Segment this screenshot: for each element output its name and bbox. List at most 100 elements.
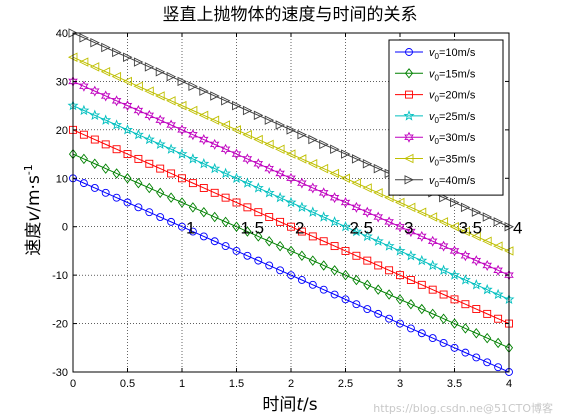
data-point-marker xyxy=(254,256,263,265)
data-point-marker xyxy=(493,241,503,251)
data-point-marker xyxy=(177,124,187,136)
y-axis-title-unit: /m·s xyxy=(24,175,44,212)
data-point-marker xyxy=(264,139,274,150)
data-point-marker xyxy=(373,188,383,198)
data-point-marker xyxy=(165,143,177,154)
data-point-marker xyxy=(460,202,471,213)
axis-ticks xyxy=(72,32,510,373)
data-point-marker xyxy=(297,227,306,236)
data-point-marker xyxy=(144,109,155,121)
data-point-marker xyxy=(177,197,187,208)
data-point-marker xyxy=(438,264,450,275)
data-point-marker xyxy=(275,167,285,179)
data-point-marker xyxy=(221,96,231,106)
data-point-marker xyxy=(90,184,99,192)
y-axis-title-prefix: 速度 xyxy=(24,222,44,256)
data-point-marker xyxy=(101,42,111,53)
data-point-marker xyxy=(450,197,460,208)
y-tick-label: 40 xyxy=(56,28,68,40)
data-point-marker xyxy=(318,163,329,174)
data-point-marker xyxy=(297,177,307,189)
data-point-marker xyxy=(461,300,470,309)
legend-entry: v0=10m/s xyxy=(395,47,476,61)
data-point-marker xyxy=(330,242,339,251)
data-point-marker xyxy=(308,280,317,289)
data-point-marker xyxy=(265,236,274,247)
data-point-marker xyxy=(472,353,481,362)
data-point-marker xyxy=(352,251,361,260)
legend-label: v0=30m/s xyxy=(429,132,476,146)
data-point-marker xyxy=(265,213,274,221)
data-point-marker xyxy=(198,157,210,169)
legend-marker xyxy=(405,90,413,99)
data-point-marker xyxy=(264,115,275,125)
data-point-marker xyxy=(482,259,492,271)
x-axis-title-unit: /s xyxy=(303,395,318,415)
data-point-marker xyxy=(308,232,317,241)
y-tick-label: -20 xyxy=(52,319,68,331)
legend-label-value: =30m/s xyxy=(439,132,476,144)
data-point-marker xyxy=(383,240,395,251)
data-point-marker xyxy=(374,309,383,318)
data-point-marker xyxy=(363,256,372,265)
legend-entry: v0=30m/s xyxy=(395,131,476,146)
data-point-marker xyxy=(154,138,166,150)
data-point-marker xyxy=(481,283,493,295)
data-point-marker xyxy=(89,62,100,72)
data-point-marker xyxy=(417,329,426,338)
data-point-marker xyxy=(352,274,361,286)
data-point-marker xyxy=(494,363,503,372)
data-point-marker xyxy=(209,115,220,125)
data-point-marker xyxy=(133,81,143,91)
data-point-marker xyxy=(297,276,306,284)
data-point-marker xyxy=(123,173,132,184)
data-point-marker xyxy=(276,217,285,226)
data-point-marker xyxy=(145,159,154,168)
data-point-marker xyxy=(111,119,123,130)
data-point-marker xyxy=(417,280,426,289)
data-point-marker xyxy=(177,76,188,87)
data-point-marker xyxy=(122,76,132,87)
x-tick-label: 2 xyxy=(288,378,294,390)
data-point-marker xyxy=(252,182,264,193)
data-point-marker xyxy=(459,274,471,285)
legend-label-subscript: 0 xyxy=(435,159,440,168)
data-point-marker xyxy=(406,324,415,333)
data-point-marker xyxy=(143,133,155,145)
data-point-marker xyxy=(166,119,176,131)
x-tick-label: 1 xyxy=(179,378,185,390)
data-point-marker xyxy=(221,193,230,202)
data-point-marker xyxy=(394,197,405,208)
data-point-marker xyxy=(319,139,329,150)
watermark: https://blog.csdn.ne@51CTO博客 xyxy=(373,401,553,415)
data-point-marker xyxy=(405,202,416,213)
data-point-marker xyxy=(417,230,427,242)
data-point-marker xyxy=(450,343,459,352)
data-point-marker xyxy=(198,110,209,121)
series-hexagram xyxy=(68,75,514,281)
data-point-marker xyxy=(134,203,143,212)
data-point-marker xyxy=(199,232,208,241)
zero-line-annotations: 1 1.5 2 2.5 3 3.5 4 xyxy=(186,219,522,238)
data-point-marker xyxy=(385,314,394,323)
data-point-marker xyxy=(494,337,503,349)
data-point-marker xyxy=(221,216,230,228)
data-point-marker xyxy=(166,96,176,106)
legend-label: v0=25m/s xyxy=(429,111,476,125)
data-point-marker xyxy=(220,120,231,130)
data-point-marker xyxy=(482,236,492,246)
x-tick-label: 0 xyxy=(70,378,76,390)
y-axis-title-variable: v xyxy=(24,211,44,222)
legend-entry: v0=25m/s xyxy=(395,110,476,125)
x-axis-title-variable: t xyxy=(296,395,304,415)
data-point-marker xyxy=(340,173,350,184)
data-point-marker xyxy=(439,338,448,347)
legend-label-value: =15m/s xyxy=(439,68,476,80)
data-point-marker xyxy=(493,217,504,227)
data-point-marker xyxy=(416,207,427,217)
data-point-marker xyxy=(78,104,90,116)
data-point-marker xyxy=(253,158,264,170)
y-tick-label: -10 xyxy=(52,270,68,282)
data-point-marker xyxy=(330,265,339,276)
data-point-marker xyxy=(188,179,197,188)
